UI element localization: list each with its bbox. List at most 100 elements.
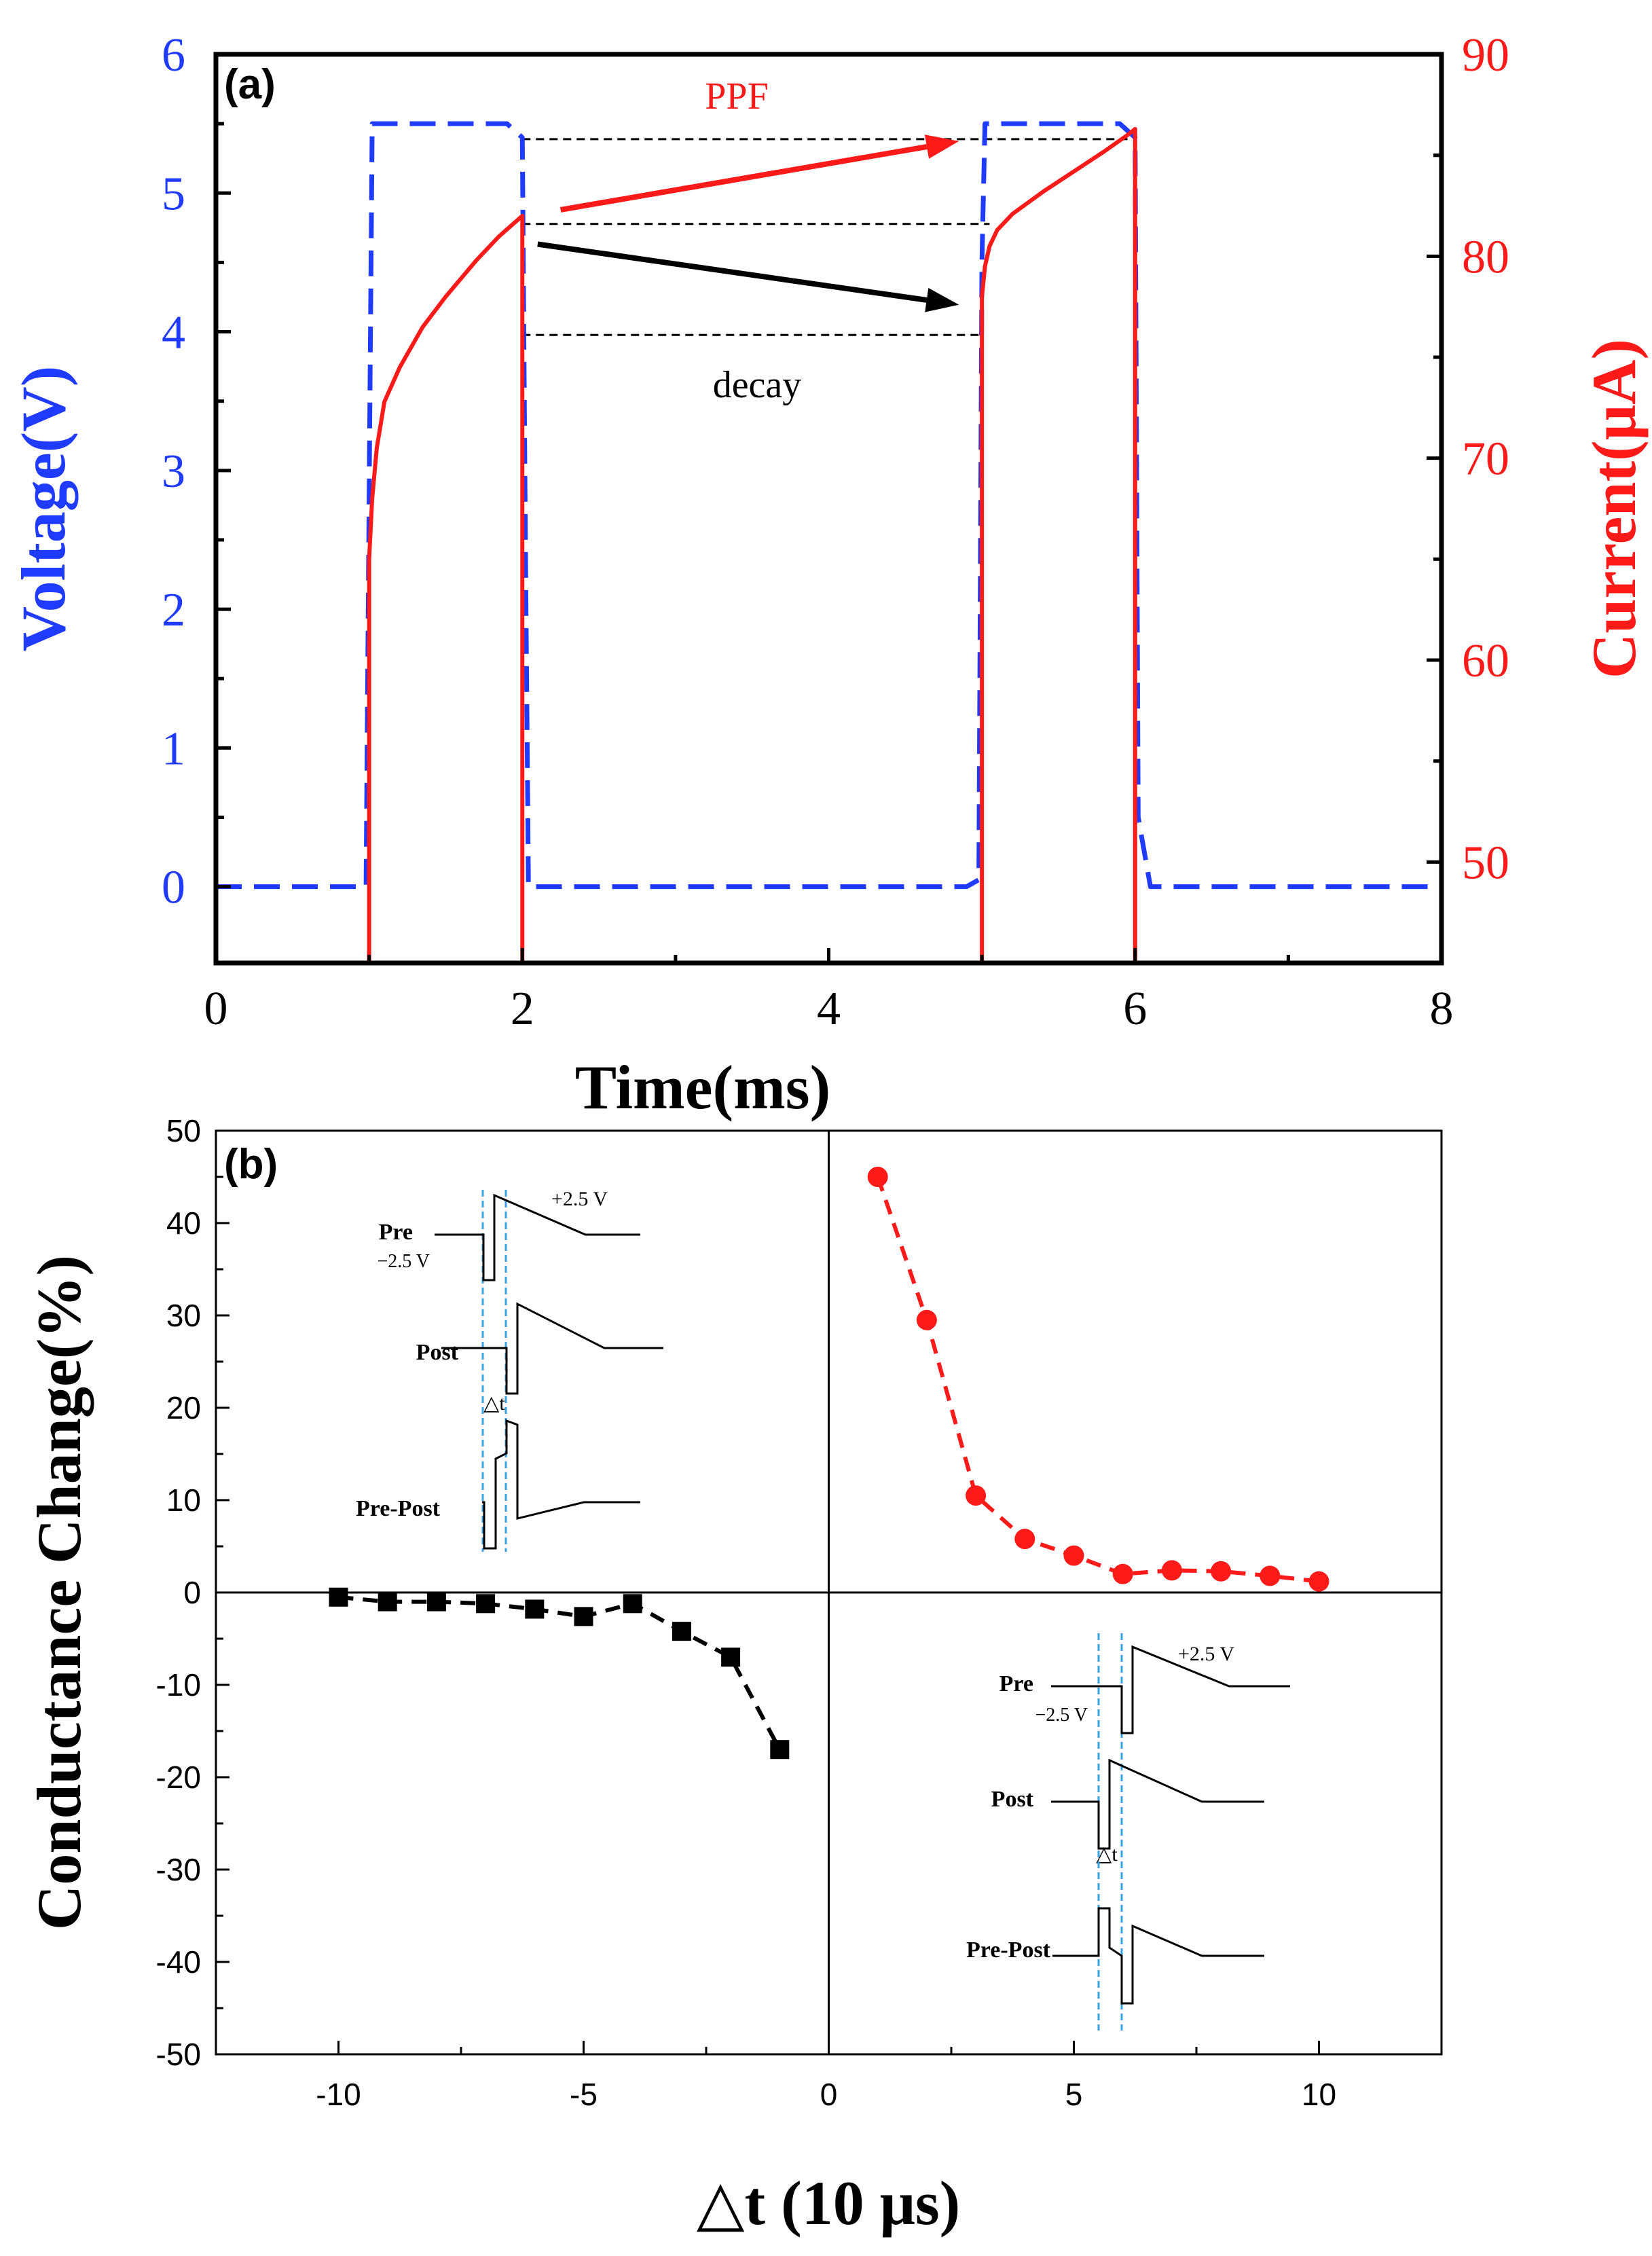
panel-a-right-tick-label: 70 [1462, 433, 1509, 486]
panel-b-y-tick-label: 30 [166, 1298, 201, 1333]
panel-a-left-axis-label: Voltage(V) [9, 366, 78, 652]
inset1-post-label: Post [416, 1340, 459, 1365]
panel-b-label: (b) [224, 1141, 278, 1188]
facilitation-point [966, 1485, 987, 1506]
stdp-waveform-inset-upper: Pre −2.5 V +2.5 V Post △t Pre-Post [356, 1188, 663, 1552]
inset1-pre-label: Pre [379, 1220, 413, 1245]
inset2-dt-label: △t [1096, 1843, 1118, 1866]
depression-point [623, 1594, 642, 1614]
panel-b-y-tick-label: -20 [156, 1760, 201, 1795]
depression-point [426, 1592, 446, 1612]
panel-b-x-tick-label: 10 [1302, 2077, 1336, 2112]
panel-a-left-tick-label: 1 [162, 723, 185, 775]
panel-a-x-tick-label: 8 [1430, 983, 1454, 1035]
inset2-post-label: Post [991, 1787, 1034, 1812]
inset2-pre-label: Pre [999, 1671, 1033, 1696]
inset1-dt-label: △t [483, 1392, 505, 1415]
facilitation-point [1211, 1561, 1232, 1582]
panel-a-left-tick-label: 3 [162, 445, 185, 498]
inset1-prepost-label: Pre-Post [356, 1496, 441, 1521]
panel-a-x-axis-label: Time(ms) [575, 1053, 830, 1122]
panel-a-left-tick-label: 5 [162, 168, 185, 220]
panel-a-right-axis-label: Current(μA) [1579, 339, 1649, 678]
panel-a-right-tick-label: 80 [1462, 231, 1509, 283]
inset2-post-waveform [1051, 1758, 1264, 1850]
facilitation-point [1308, 1571, 1329, 1592]
panel-a-right-tick-label: 90 [1462, 29, 1509, 81]
inset2-plus-label: +2.5 V [1178, 1643, 1234, 1665]
panel-b-x-tick-label: -5 [570, 2077, 598, 2112]
inset2-prepost-label: Pre-Post [966, 1937, 1051, 1963]
inset2-minus-label: −2.5 V [1035, 1705, 1088, 1726]
panel-b-y-tick-label: 40 [166, 1205, 201, 1241]
panel-b-y-tick-label: -30 [156, 1852, 201, 1887]
inset1-post-waveform [441, 1302, 663, 1395]
depression-point [378, 1592, 397, 1612]
facilitation-point [1161, 1560, 1182, 1581]
annotation-arrow-shaft-1 [537, 241, 928, 303]
depression-point [476, 1594, 496, 1614]
panel-b-plot-content [216, 1131, 1442, 2054]
facilitation-point [1260, 1565, 1281, 1586]
annotation-arrow-shaft-0 [559, 144, 928, 213]
panel-a-right-tick-label: 50 [1462, 837, 1509, 889]
inset1-prepost-waveform [482, 1419, 640, 1550]
panel-a-x-ticks: 0 2 4 6 8 [204, 948, 1454, 1035]
decay-annotation-label: decay [713, 364, 802, 406]
facilitation-point [1014, 1529, 1035, 1550]
annotation-arrow-head-1 [925, 288, 959, 312]
panel-a-right-tick-label: 60 [1462, 635, 1509, 687]
stdp-waveform-inset-lower: Pre −2.5 V +2.5 V Post △t Pre-Post [966, 1633, 1290, 2031]
panel-b-x-axis-label: △t (10 μs) [697, 2168, 961, 2238]
panel-a-x-tick-label: 0 [204, 983, 228, 1035]
panel-a: 0 2 4 6 8 0 1 2 3 4 5 6 50 60 70 80 90 Time(ms) Voltag… [9, 29, 1649, 1122]
panel-a-right-ticks: 50 60 70 80 90 [1427, 29, 1509, 889]
panel-b-x-tick-label: 0 [820, 2077, 838, 2112]
panel-a-x-tick-label: 6 [1123, 983, 1147, 1035]
inset2-prepost-waveform [1052, 1907, 1264, 2005]
panel-a-plot-content [216, 121, 1442, 965]
facilitation-point [916, 1309, 937, 1330]
panel-a-left-tick-label: 0 [162, 862, 185, 914]
panel-b-y-tick-label: -50 [156, 2037, 201, 2072]
panel-b-x-ticks: -10 -5 0 5 10 [215, 2041, 1443, 2112]
panel-b-y-tick-label: 0 [183, 1575, 201, 1610]
depression-point [525, 1599, 545, 1619]
panel-a-frame [213, 52, 1444, 966]
panel-b-x-tick-label: 5 [1065, 2077, 1083, 2112]
depression-point [329, 1587, 348, 1607]
facilitation-point [1063, 1545, 1084, 1566]
inset1-minus-label: −2.5 V [377, 1251, 430, 1272]
current-series-line [367, 127, 1137, 965]
panel-b-y-tick-label: 20 [166, 1390, 201, 1425]
panel-b-y-ticks: -50 -40 -30 -20 -10 0 10 20 30 40 50 [156, 1113, 230, 2072]
panel-b-x-tick-label: -10 [316, 2077, 361, 2112]
panel-b-y-axis-label: Conductance Change(%) [24, 1255, 94, 1930]
depression-point [574, 1607, 593, 1626]
facilitation-dashed-line [875, 1176, 1319, 1584]
panel-a-left-tick-label: 6 [162, 29, 185, 81]
annotation-arrow-head-0 [924, 134, 959, 159]
ppf-annotation-label: PPF [705, 75, 768, 117]
panel-a-left-tick-label: 4 [162, 307, 185, 359]
inset1-plus-label: +2.5 V [551, 1188, 608, 1210]
facilitation-point [867, 1167, 888, 1187]
inset1-pre-waveform [435, 1193, 640, 1281]
panel-b-y-tick-label: -10 [156, 1667, 201, 1703]
depression-point [672, 1622, 691, 1641]
panel-a-label: (a) [224, 61, 276, 108]
panel-a-left-tick-label: 2 [162, 584, 185, 636]
facilitation-point [1112, 1563, 1133, 1584]
panel-b-y-tick-label: 50 [166, 1113, 201, 1148]
depression-dashed-line [338, 1595, 782, 1751]
panel-a-x-tick-label: 4 [817, 983, 841, 1035]
inset2-pre-waveform [1051, 1645, 1290, 1734]
depression-point [770, 1740, 790, 1760]
voltage-series-line [216, 121, 1442, 890]
panel-b-y-tick-label: -40 [156, 1944, 201, 1980]
panel-b-y-tick-label: 10 [166, 1482, 201, 1518]
panel-a-left-ticks: 0 1 2 3 4 5 6 [162, 29, 231, 914]
depression-point [721, 1648, 741, 1667]
